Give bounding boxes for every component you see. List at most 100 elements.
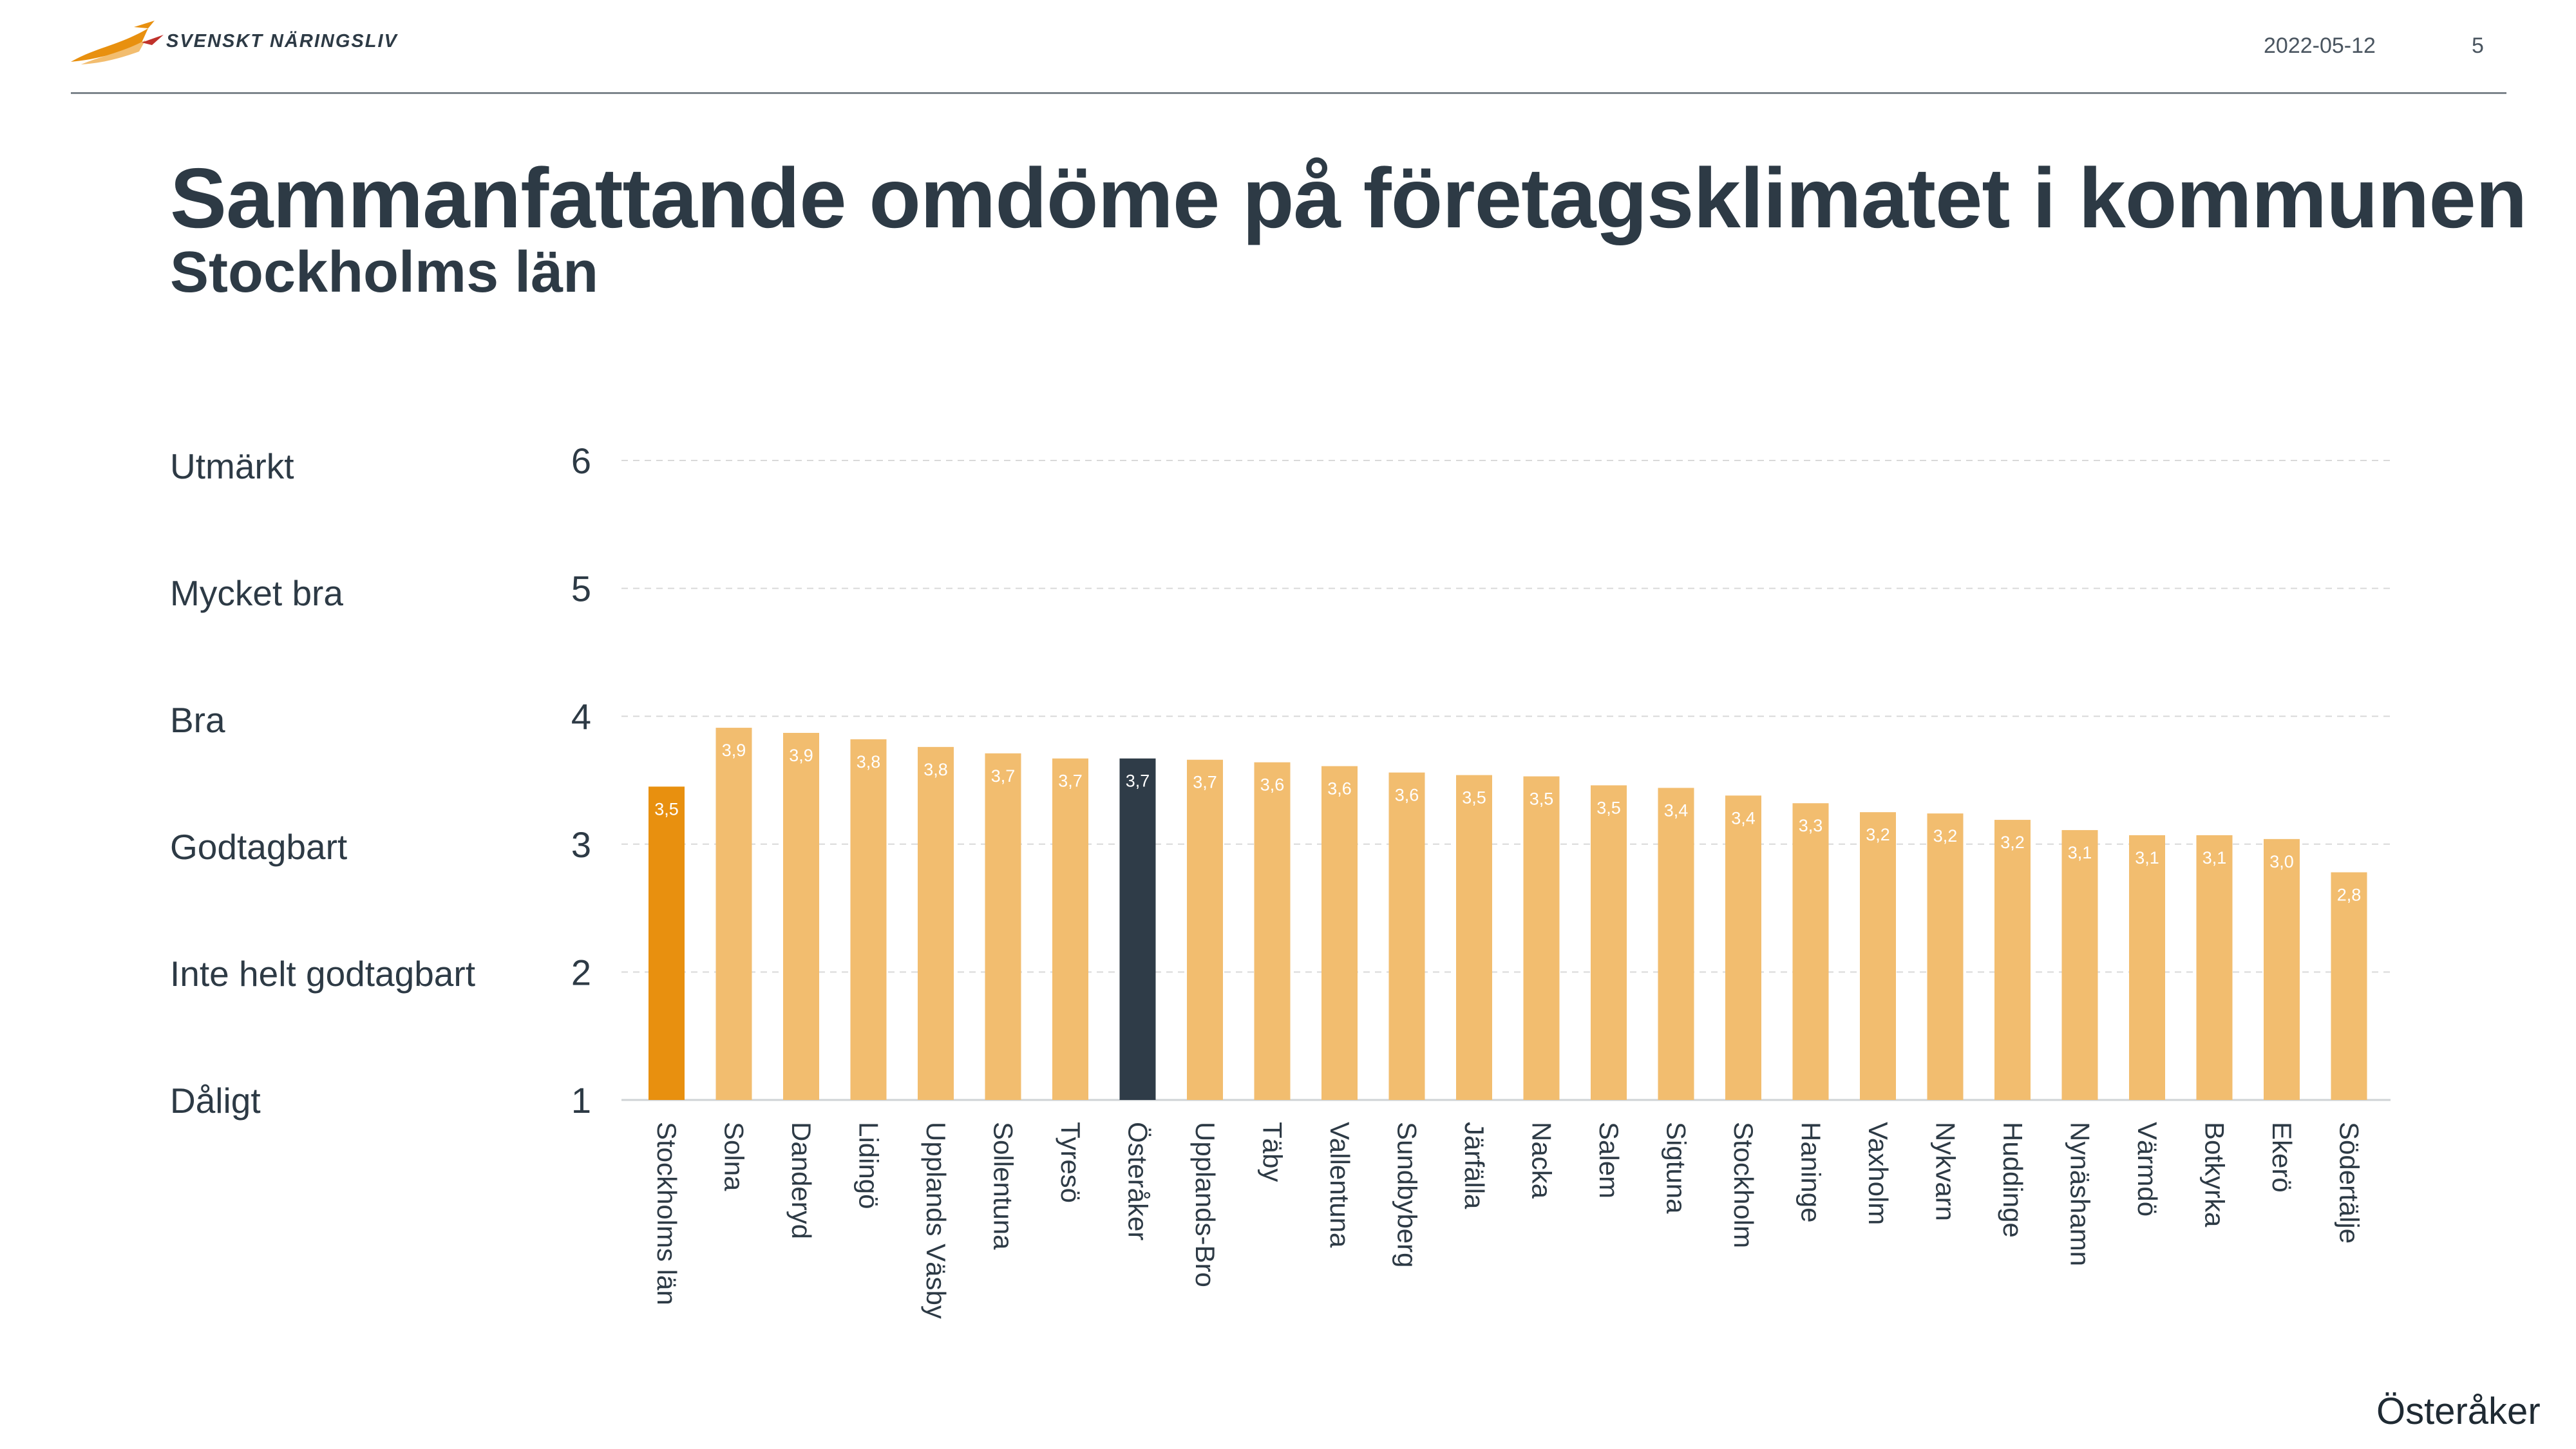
data-label: 3,4 (1664, 800, 1689, 820)
data-label: 3,5 (1530, 790, 1554, 809)
brand-name: SVENSKT NÄRINGSLIV (166, 31, 398, 52)
data-label: 3,0 (2269, 852, 2294, 871)
x-category-label: Nynäshamn (2065, 1122, 2096, 1266)
x-category-label: Vaxholm (1863, 1122, 1893, 1225)
data-label: 3,2 (1933, 826, 1958, 846)
bar-upplands-väsby (918, 746, 954, 1100)
data-label: 3,4 (1731, 808, 1756, 828)
y-tick-label: 4 (571, 696, 591, 737)
y-tick-label: 6 (571, 440, 591, 481)
x-category-label: Upplands-Bro (1190, 1122, 1220, 1287)
data-label: 3,7 (1126, 772, 1150, 791)
data-label: 2,8 (2337, 885, 2362, 904)
y-tick-label: 1 (571, 1080, 591, 1121)
data-label: 3,9 (722, 741, 746, 760)
x-category-label: Tyresö (1056, 1122, 1086, 1203)
x-category-label: Stockholm (1728, 1122, 1759, 1248)
x-category-label: Södertälje (2334, 1122, 2365, 1244)
y-tick-label: 5 (571, 569, 591, 609)
bar-huddinge (1994, 820, 2031, 1100)
bar-botkyrka (2196, 835, 2233, 1100)
data-label: 3,5 (1462, 788, 1486, 808)
x-category-label: Ekerö (2267, 1122, 2297, 1193)
bar-vaxholm (1860, 812, 1896, 1100)
page-subtitle: Stockholms län (170, 240, 599, 305)
bar-sundbyberg (1388, 772, 1425, 1100)
x-category-label: Sigtuna (1662, 1122, 1692, 1214)
x-category-label: Österåker (1123, 1122, 1153, 1240)
x-category-label: Solna (719, 1122, 750, 1191)
x-category-label: Täby (1258, 1122, 1288, 1182)
x-category-label: Nykvarn (1931, 1122, 1961, 1221)
page-title: Sammanfattande omdöme på företagsklimate… (170, 151, 2527, 245)
bar-södertälje (2331, 872, 2367, 1100)
bar-ekerö (2264, 838, 2300, 1100)
municipality-tag: Österåker (2376, 1390, 2541, 1432)
bar-lidingö (850, 739, 887, 1100)
rating-label-godtagbart: Godtagbart (170, 827, 348, 867)
svenskt-naringsliv-logo: SVENSKT NÄRINGSLIV (70, 19, 404, 68)
bar-upplands-bro (1187, 759, 1223, 1100)
x-category-label: Haninge (1796, 1122, 1826, 1222)
x-category-label: Botkyrka (2200, 1122, 2230, 1227)
data-label: 3,5 (1596, 798, 1621, 817)
bar-nacka (1523, 776, 1560, 1100)
data-label: 3,3 (1799, 816, 1823, 835)
data-label: 3,6 (1327, 779, 1352, 799)
x-category-label: Sundbyberg (1392, 1122, 1423, 1268)
bar-täby (1254, 762, 1291, 1100)
x-category-label: Salem (1594, 1122, 1624, 1198)
bar-salem (1591, 785, 1627, 1100)
data-label: 3,9 (789, 746, 813, 765)
data-label: 3,1 (2202, 848, 2227, 867)
data-label: 3,8 (923, 760, 948, 779)
slide-date: 2022-05-12 (2264, 33, 2376, 58)
x-category-label: Upplands Väsby (921, 1122, 951, 1319)
rating-label-inte-helt-godtagbart: Inte helt godtagbart (170, 954, 475, 994)
x-category-label: Lidingö (854, 1122, 884, 1209)
rating-label-bra: Bra (170, 700, 225, 740)
x-category-label: Sollentuna (989, 1122, 1019, 1250)
bar-danderyd (783, 733, 819, 1100)
x-category-label: Värmdö (2132, 1122, 2163, 1217)
x-category-label: Järfälla (1459, 1122, 1490, 1209)
data-label: 3,7 (991, 766, 1016, 786)
page-number: 5 (2472, 33, 2484, 58)
data-label: 3,2 (2000, 833, 2025, 852)
data-label: 3,1 (2068, 843, 2092, 862)
data-label: 3,6 (1395, 786, 1419, 805)
bar-vallentuna (1321, 766, 1358, 1100)
x-category-label: Stockholms län (652, 1122, 682, 1305)
x-category-label: Vallentuna (1325, 1122, 1355, 1248)
bar-sigtuna (1658, 788, 1694, 1100)
data-label: 3,1 (2135, 848, 2159, 867)
data-label: 3,7 (1193, 773, 1217, 792)
bird-logo-icon (71, 21, 164, 64)
x-category-label: Nacka (1527, 1122, 1557, 1199)
x-category-label: Huddinge (1998, 1122, 2028, 1238)
bar-haninge (1792, 803, 1829, 1100)
rating-label-daligt: Dåligt (170, 1081, 261, 1121)
bar-tyresö (1052, 758, 1088, 1100)
bar-nykvarn (1927, 813, 1964, 1100)
bar-värmdö (2129, 835, 2165, 1100)
rating-label-mycket-bra: Mycket bra (170, 573, 343, 613)
data-label: 3,8 (857, 752, 881, 772)
bar-stockholm (1725, 795, 1761, 1100)
bar-solna (715, 728, 752, 1100)
x-category-label: Danderyd (786, 1122, 817, 1239)
bar-österåker (1119, 758, 1156, 1100)
bar-stockholms-län (649, 786, 685, 1100)
bar-nynäshamn (2061, 829, 2098, 1100)
rating-label-utmarkt: Utmärkt (170, 446, 294, 486)
data-label: 3,6 (1260, 775, 1285, 795)
bar-järfälla (1456, 775, 1492, 1100)
header-divider (71, 92, 2506, 94)
data-label: 3,2 (1866, 825, 1890, 844)
bar-sollentuna (985, 753, 1021, 1100)
y-tick-label: 3 (571, 824, 591, 865)
data-label: 3,7 (1058, 772, 1083, 791)
data-label: 3,5 (654, 799, 679, 819)
y-tick-label: 2 (571, 952, 591, 992)
